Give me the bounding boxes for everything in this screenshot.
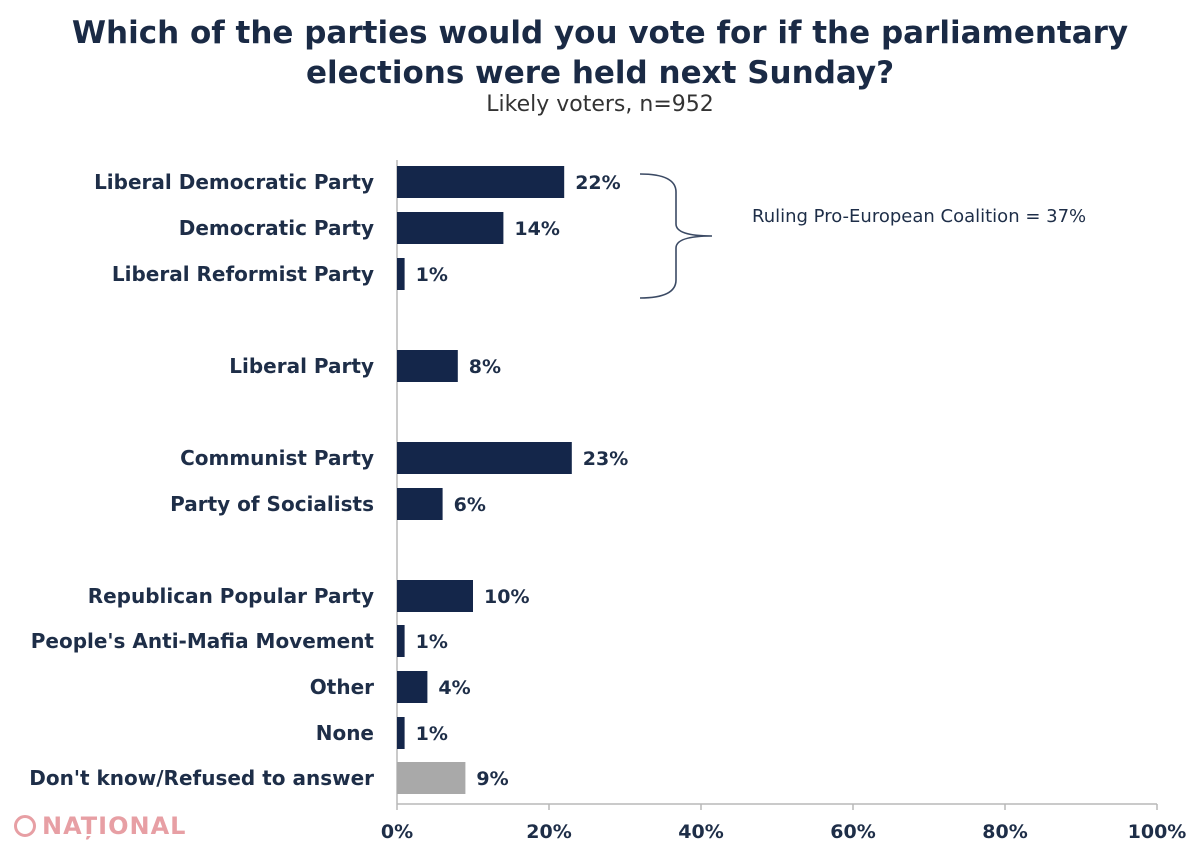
bar bbox=[397, 442, 572, 474]
category-label: Other bbox=[310, 675, 374, 699]
category-label: Party of Socialists bbox=[170, 492, 374, 516]
bar bbox=[397, 212, 504, 244]
bar bbox=[397, 717, 405, 749]
category-label: None bbox=[316, 721, 374, 745]
bar bbox=[397, 350, 458, 382]
data-label: 9% bbox=[476, 768, 508, 790]
data-label: 1% bbox=[416, 264, 448, 286]
chart-subtitle: Likely voters, n=952 bbox=[486, 92, 714, 117]
x-tick-label: 0% bbox=[381, 821, 413, 843]
data-label: 6% bbox=[454, 494, 486, 516]
coalition-annotation: Ruling Pro-European Coalition = 37% bbox=[752, 206, 1086, 227]
x-tick-label: 60% bbox=[830, 821, 875, 843]
chart-title-line-1: Which of the parties would you vote for … bbox=[71, 15, 1129, 51]
bar bbox=[397, 671, 428, 703]
data-label: 23% bbox=[583, 448, 628, 470]
category-label: Communist Party bbox=[180, 446, 374, 470]
category-label: Don't know/Refused to answer bbox=[29, 766, 374, 790]
x-tick-label: 40% bbox=[678, 821, 723, 843]
bar bbox=[397, 580, 473, 612]
x-tick-label: 20% bbox=[526, 821, 571, 843]
data-label: 22% bbox=[575, 172, 620, 194]
data-label: 14% bbox=[514, 218, 559, 240]
data-label: 4% bbox=[438, 677, 470, 699]
bar bbox=[397, 258, 405, 290]
category-label: People's Anti-Mafia Movement bbox=[31, 629, 375, 653]
data-label: 8% bbox=[469, 356, 501, 378]
x-tick-label: 100% bbox=[1128, 821, 1187, 843]
circle-logo-icon bbox=[14, 815, 36, 837]
data-label: 1% bbox=[416, 631, 448, 653]
coalition-bracket bbox=[639, 173, 713, 299]
category-label: Democratic Party bbox=[179, 216, 374, 240]
category-label: Liberal Reformist Party bbox=[112, 262, 374, 286]
category-label: Liberal Party bbox=[229, 354, 374, 378]
x-tick-label: 80% bbox=[982, 821, 1027, 843]
bar bbox=[397, 762, 466, 794]
category-label: Liberal Democratic Party bbox=[94, 170, 374, 194]
watermark-text: NAȚIONAL bbox=[42, 812, 187, 840]
bar bbox=[397, 625, 405, 657]
bar bbox=[397, 488, 443, 520]
watermark: NAȚIONAL bbox=[14, 812, 186, 840]
data-label: 10% bbox=[484, 586, 529, 608]
data-label: 1% bbox=[416, 723, 448, 745]
bar bbox=[397, 166, 565, 198]
category-label: Republican Popular Party bbox=[88, 584, 374, 608]
chart-title-line-2: elections were held next Sunday? bbox=[305, 55, 895, 91]
